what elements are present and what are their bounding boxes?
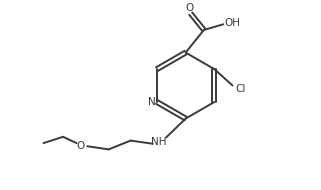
Text: NH: NH: [152, 137, 167, 147]
Text: O: O: [76, 141, 84, 151]
Text: N: N: [148, 97, 156, 107]
Text: OH: OH: [225, 18, 241, 28]
Text: Cl: Cl: [235, 84, 246, 93]
Text: O: O: [185, 3, 193, 13]
